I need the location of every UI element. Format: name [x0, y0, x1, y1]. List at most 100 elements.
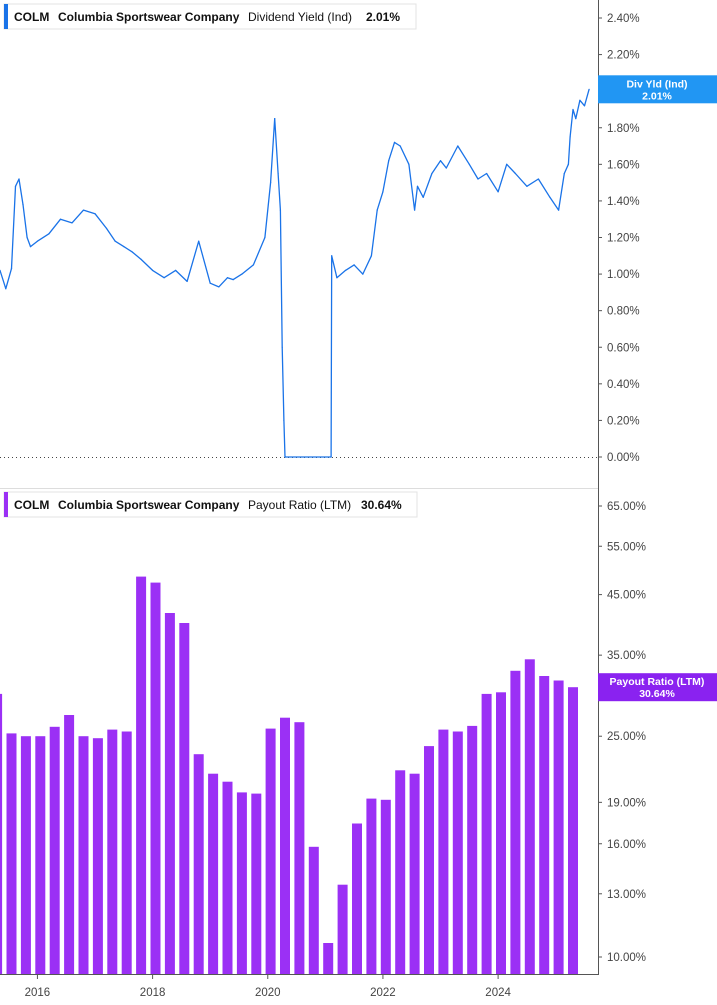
- payout-ratio-bar: [539, 676, 550, 974]
- payout-ratio-bar: [92, 738, 103, 974]
- payout-ratio-bar: [280, 717, 290, 974]
- payout-ratio-tag-label: Payout Ratio (LTM): [610, 676, 705, 688]
- dividend-yield-point: [131, 251, 133, 253]
- payout-ratio-bar: [438, 729, 449, 974]
- dividend-yield-point: [22, 204, 24, 206]
- dividend-yield-point: [563, 172, 565, 175]
- payout-ratio-bar: [251, 793, 262, 974]
- payout-ratio-bar: [553, 680, 564, 974]
- top-ytick-label: 0.00%: [607, 452, 640, 464]
- payout-ratio-bar: [366, 798, 377, 974]
- bottom-ytick-label: 35.00%: [607, 650, 646, 662]
- top-legend: COLM Columbia Sportswear Company Dividen…: [3, 3, 417, 30]
- payout-ratio-bar: [467, 725, 478, 974]
- dividend-yield-point: [514, 172, 517, 175]
- dividend-yield-point: [226, 277, 229, 279]
- top-ytick-label: 2.20%: [607, 50, 640, 62]
- dividend-yield-point: [232, 279, 234, 281]
- payout-ratio-bar: [323, 943, 334, 974]
- dividend-yield-point: [114, 240, 116, 242]
- payout-ratio-bar: [380, 799, 391, 974]
- payout-ratio-bar: [64, 715, 75, 974]
- bottom-legend: COLM Columbia Sportswear Company Payout …: [3, 491, 418, 518]
- dividend-yield-point: [583, 105, 586, 107]
- dividend-yield-tag-value: 2.01%: [642, 90, 672, 102]
- payout-ratio-bar: [179, 623, 190, 974]
- dividend-yield-tag-box: [598, 75, 717, 104]
- dividend-yield-point: [422, 196, 424, 198]
- payout-ratio-bar: [0, 693, 3, 974]
- dividend-yield-point: [408, 163, 410, 165]
- payout-ratio-bar: [496, 692, 506, 974]
- payout-ratio-bar: [352, 823, 362, 974]
- dividend-yield-point: [549, 196, 551, 198]
- top-ytick-label: 1.20%: [607, 233, 640, 245]
- bottom-ytick-label: 65.00%: [607, 501, 646, 513]
- bottom-ytick-label: 25.00%: [607, 731, 646, 743]
- dividend-yield-point: [526, 185, 528, 187]
- dividend-yield-point: [506, 163, 508, 165]
- dividend-yield-point: [579, 99, 581, 101]
- bottom-ytick-label: 13.00%: [607, 889, 646, 901]
- dividend-yield-point: [486, 172, 488, 175]
- x-tick-label: 2018: [140, 987, 166, 999]
- dividend-yield-point: [575, 118, 577, 120]
- top-ytick-label: 2.40%: [607, 13, 640, 25]
- payout-ratio-bar: [78, 736, 89, 974]
- dividend-yield-point: [281, 346, 283, 348]
- dividend-yield-point: [439, 160, 442, 162]
- dividend-yield-point: [270, 182, 272, 184]
- dividend-yield-point: [388, 160, 390, 162]
- top-ytick-label: 0.60%: [607, 342, 640, 354]
- dividend-yield-point: [362, 273, 364, 275]
- dividend-yield-point: [252, 264, 254, 266]
- dividend-yield-point: [140, 258, 142, 260]
- dividend-yield-point: [382, 191, 384, 193]
- payout-ratio-bar: [524, 659, 535, 974]
- payout-ratio-series: [0, 576, 578, 974]
- payout-ratio-bar: [409, 773, 420, 974]
- dividend-yield-point: [18, 178, 20, 180]
- top-legend-value: 2.01%: [366, 10, 400, 24]
- payout-ratio-bar: [35, 736, 46, 974]
- payout-ratio-tag: Payout Ratio (LTM) 30.64%: [598, 673, 717, 702]
- dividend-yield-point: [588, 88, 590, 90]
- dividend-yield-point: [14, 185, 17, 187]
- payout-ratio-bar: [481, 693, 492, 974]
- top-ytick-label: 0.40%: [607, 379, 640, 391]
- payout-ratio-bar: [121, 731, 132, 974]
- dividend-yield-point: [283, 419, 285, 421]
- payout-ratio-bar: [193, 754, 204, 974]
- dividend-yield-point: [241, 273, 243, 275]
- dividend-yield-point: [393, 141, 396, 143]
- top-legend-swatch: [4, 4, 8, 29]
- payout-ratio-bar: [568, 687, 578, 974]
- dividend-yield-point: [29, 246, 32, 248]
- payout-ratio-bar: [452, 731, 463, 974]
- dividend-yield-point: [36, 240, 39, 242]
- payout-ratio-bar: [150, 582, 161, 974]
- payout-ratio-bar: [294, 722, 305, 974]
- dividend-yield-point: [0, 269, 1, 271]
- dividend-yield-point: [152, 269, 154, 271]
- payout-ratio-tag-box: [598, 673, 717, 702]
- dividend-yield-point: [457, 145, 459, 147]
- dividend-yield-point: [163, 277, 165, 279]
- payout-ratio-bar: [49, 726, 60, 974]
- dividend-yield-point: [376, 209, 378, 211]
- dividend-yield-point: [209, 282, 211, 284]
- top-legend-ticker: COLM: [14, 10, 49, 24]
- dividend-yield-point: [10, 268, 13, 270]
- dividend-yield-point: [558, 209, 560, 211]
- dividend-yield-point: [399, 145, 401, 147]
- dividend-yield-point: [26, 236, 28, 239]
- bottom-legend-company: Columbia Sportswear Company: [58, 498, 240, 512]
- bottom-ytick-label: 19.00%: [607, 797, 646, 809]
- top-ytick-label: 1.00%: [607, 269, 640, 281]
- dividend-yield-point: [477, 178, 479, 180]
- dividend-yield-point: [59, 218, 62, 220]
- dividend-yield-point: [569, 136, 571, 138]
- dividend-yield-point: [198, 240, 200, 242]
- top-ytick-label: 0.80%: [607, 306, 640, 318]
